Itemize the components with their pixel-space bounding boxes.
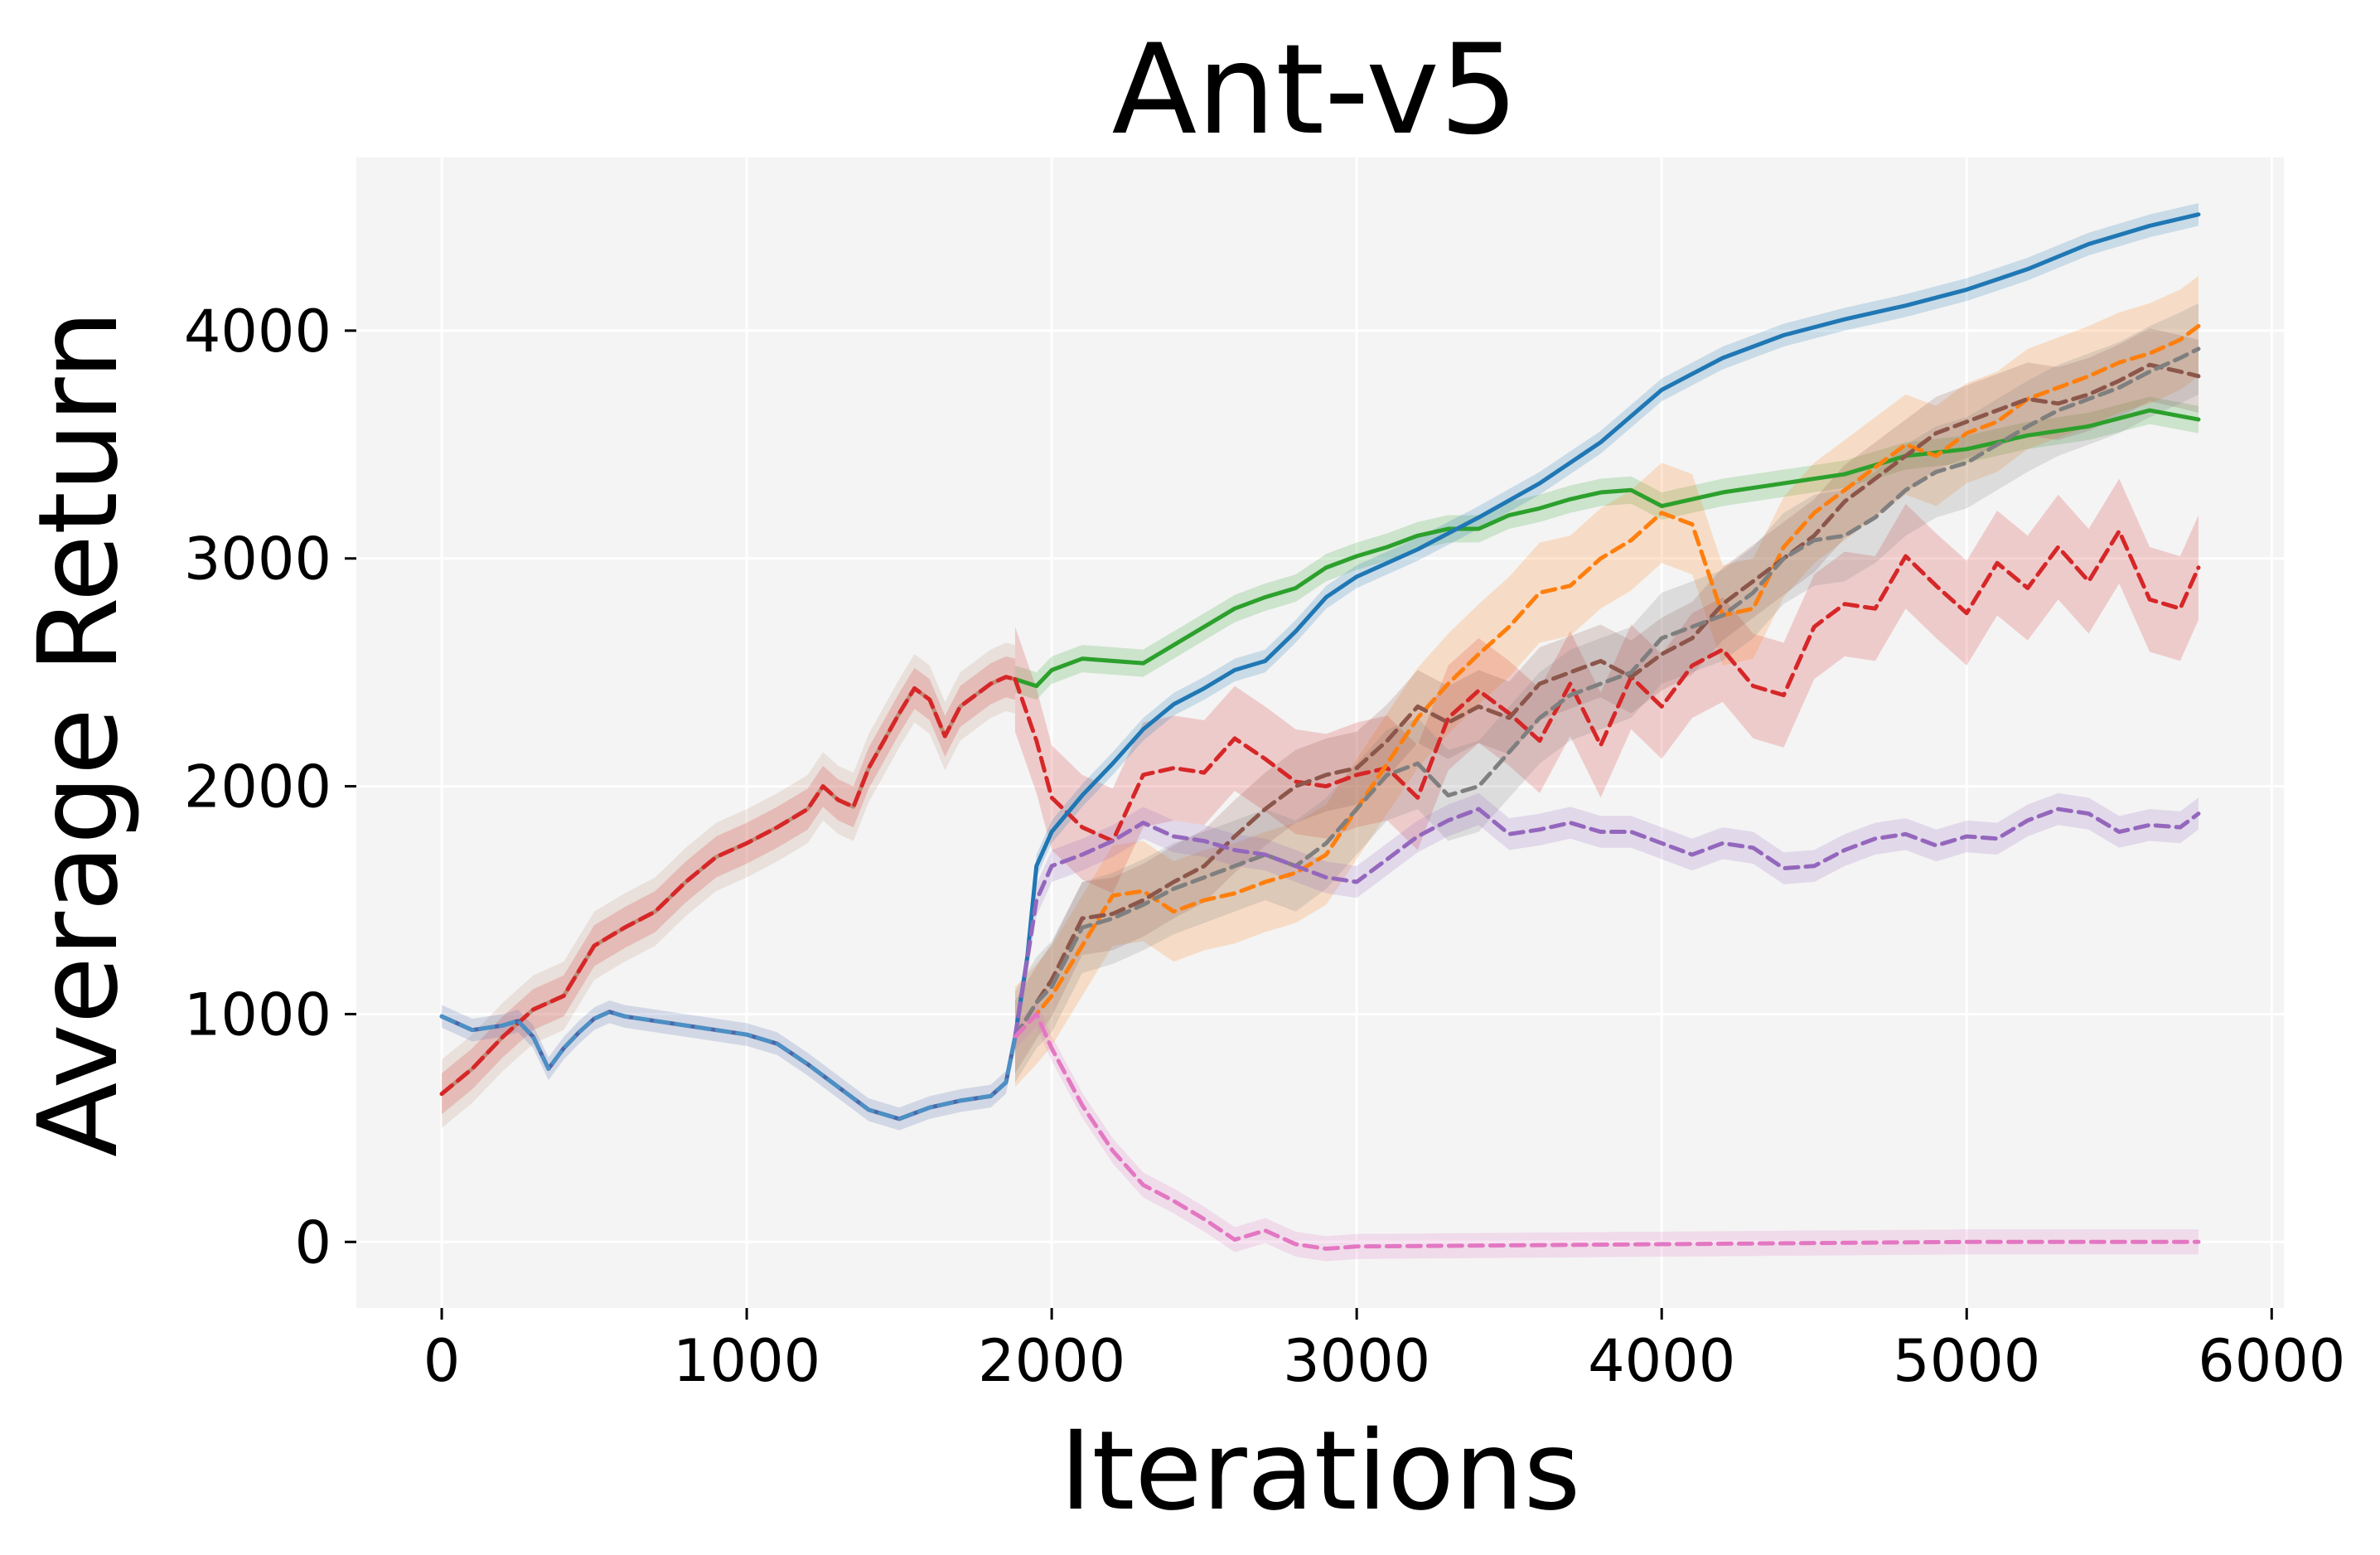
series-line (1013, 807, 2201, 1039)
series-line (1013, 212, 2201, 1039)
y-tick-label: 4000 (184, 298, 331, 366)
series-band (1014, 792, 2199, 1054)
x-tick-label: 3000 (1283, 1327, 1430, 1395)
y-tick-label: 1000 (184, 981, 331, 1049)
x-axis-label: Iterations (1060, 1407, 1581, 1535)
series-line (1013, 362, 2201, 1039)
x-tick-label: 5000 (1893, 1327, 2040, 1395)
series-line (439, 1010, 1018, 1121)
x-tick-label: 1000 (673, 1327, 820, 1395)
plot-area (356, 157, 2284, 1308)
series-lines (439, 212, 2201, 1252)
series-line (1013, 529, 2201, 844)
y-tick-label: 2000 (184, 753, 331, 821)
series-line (1013, 323, 2201, 1039)
series-band (442, 1000, 1015, 1131)
series-band (1014, 1001, 2199, 1262)
series-band (1014, 478, 2199, 894)
x-tick-label: 2000 (978, 1327, 1125, 1395)
x-tick-label: 4000 (1588, 1327, 1735, 1395)
y-axis: 0 1000 2000 3000 4000 (184, 298, 356, 1276)
series-band (442, 656, 1015, 1115)
series-band (1014, 303, 2199, 1083)
chart-title: Ant-v5 (1112, 18, 1519, 162)
x-axis: 0 1000 2000 3000 4000 5000 6000 (423, 1308, 2345, 1395)
x-tick-label: 6000 (2198, 1327, 2345, 1395)
series-band (1014, 275, 2199, 1088)
series-line (1013, 1011, 2201, 1252)
series-line (1013, 408, 2201, 689)
x-tick-label: 0 (423, 1327, 461, 1395)
series-line (439, 675, 1018, 1097)
y-axis-label: Average Return (15, 310, 143, 1157)
y-tick-label: 0 (294, 1209, 331, 1276)
series-line (1013, 346, 2201, 1039)
y-tick-label: 3000 (184, 526, 331, 593)
